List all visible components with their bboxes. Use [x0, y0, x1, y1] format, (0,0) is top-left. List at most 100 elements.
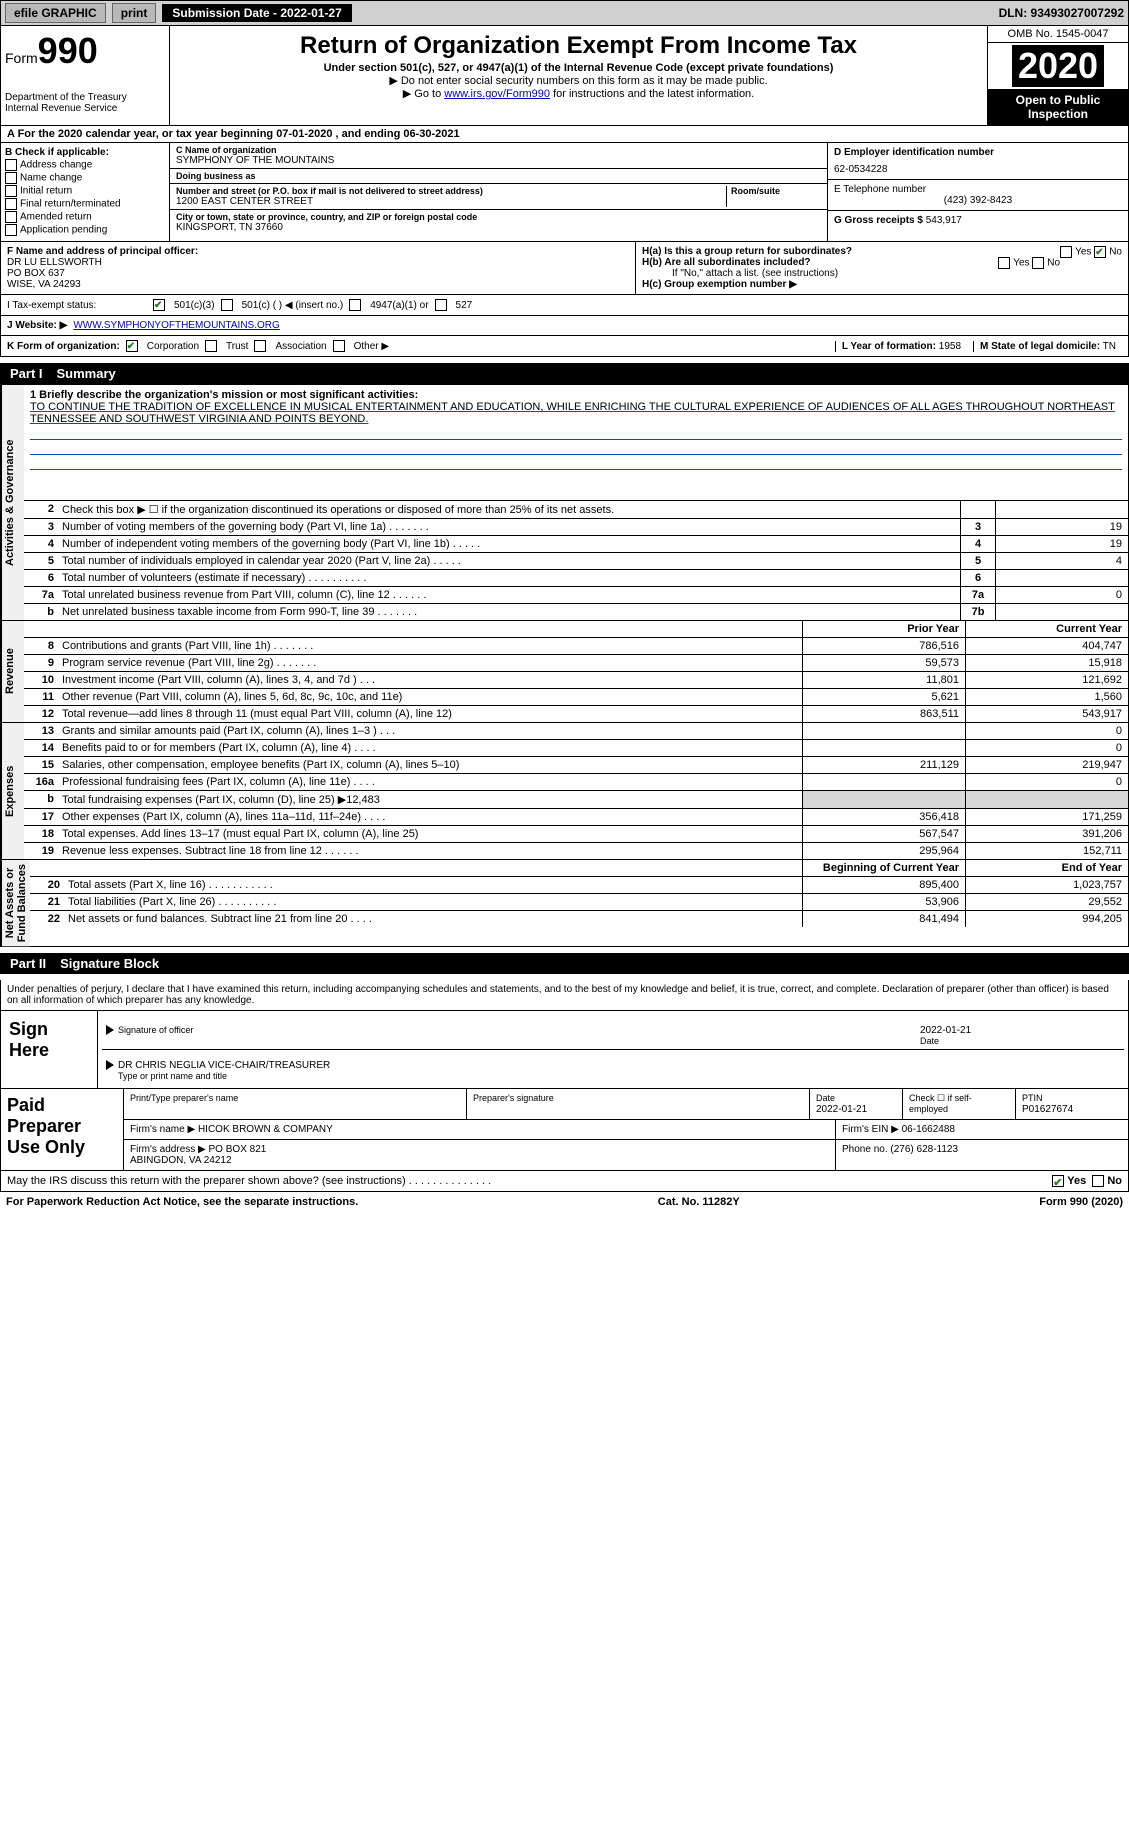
year-formation-label: L Year of formation: [842, 341, 936, 352]
form-header: Form990 Department of the Treasury Inter… [0, 26, 1129, 126]
phone-value: (423) 392-8423 [834, 195, 1122, 206]
governance-section: Activities & Governance 1 Briefly descri… [0, 384, 1129, 621]
chk-name-change[interactable]: Name change [5, 172, 165, 184]
opt-501c3: 501(c)(3) [174, 300, 215, 311]
current-year-header: Current Year [965, 621, 1128, 637]
dba-label: Doing business as [176, 171, 821, 181]
form-number: 990 [38, 30, 98, 71]
opt-trust: Trust [226, 341, 248, 352]
efile-label: efile GRAPHIC [5, 3, 106, 23]
prep-date: 2022-01-21 [816, 1104, 867, 1115]
sig-date: 2022-01-21 [920, 1025, 971, 1036]
part2-label: Part II [10, 956, 46, 971]
col-de: D Employer identification number 62-0534… [828, 143, 1128, 241]
note2-pre: ▶ Go to [403, 88, 444, 100]
revenue-section: Revenue Prior Year Current Year 8Contrib… [0, 621, 1129, 723]
top-toolbar: efile GRAPHIC print Submission Date - 20… [0, 0, 1129, 26]
hc-label: H(c) Group exemption number ▶ [642, 279, 797, 290]
tax-year: 2020 [1012, 45, 1104, 87]
mission-block: 1 Briefly describe the organization's mi… [24, 385, 1128, 501]
domicile-label: M State of legal domicile: [980, 341, 1100, 352]
discuss-question: May the IRS discuss this return with the… [7, 1175, 1052, 1187]
row-fh: F Name and address of principal officer:… [0, 242, 1129, 295]
arrow-icon [106, 1025, 114, 1035]
row-j: J Website: ▶ WWW.SYMPHONYOFTHEMOUNTAINS.… [0, 316, 1129, 336]
table-row: 21Total liabilities (Part X, line 26) . … [30, 894, 1128, 911]
opt-other: Other ▶ [354, 341, 389, 352]
discuss-yes-chk [1052, 1175, 1064, 1187]
row-i: I Tax-exempt status: 501(c)(3) 501(c) ( … [0, 295, 1129, 316]
ha-label: H(a) Is this a group return for subordin… [642, 246, 852, 257]
open-to-public: Open to Public Inspection [988, 89, 1128, 125]
na-end-header: End of Year [965, 860, 1128, 876]
hb-no[interactable]: No [1047, 258, 1060, 269]
firm-name-label: Firm's name ▶ [130, 1124, 195, 1135]
hb-label: H(b) Are all subordinates included? [642, 257, 811, 268]
hb-row: H(b) Are all subordinates included? Yes … [642, 257, 1122, 268]
table-row: 5Total number of individuals employed in… [24, 553, 1128, 570]
opt-527: 527 [456, 300, 473, 311]
table-row: 10Investment income (Part VIII, column (… [24, 672, 1128, 689]
ein-label: D Employer identification number [834, 147, 1122, 158]
mission-label: 1 Briefly describe the organization's mi… [30, 389, 418, 401]
website-link[interactable]: WWW.SYMPHONYOFTHEMOUNTAINS.ORG [73, 320, 279, 331]
firm-phone-label: Phone no. [842, 1144, 888, 1155]
year-formation: 1958 [939, 341, 961, 352]
table-row: 3Number of voting members of the governi… [24, 519, 1128, 536]
footer-left: For Paperwork Reduction Act Notice, see … [6, 1196, 358, 1208]
hb-yes[interactable]: Yes [1013, 258, 1029, 269]
footer-mid: Cat. No. 11282Y [658, 1196, 740, 1208]
form-org-label: K Form of organization: [7, 341, 120, 352]
prep-name-label: Print/Type preparer's name [130, 1093, 238, 1103]
officer-label: F Name and address of principal officer: [7, 246, 629, 257]
chk-501c3 [153, 299, 165, 311]
note2-post: for instructions and the latest informat… [550, 88, 754, 100]
form-id-box: Form990 Department of the Treasury Inter… [1, 26, 170, 125]
ha-no[interactable]: No [1109, 247, 1122, 258]
opt-501c: 501(c) ( ) ◀ (insert no.) [242, 300, 344, 311]
irs-link[interactable]: www.irs.gov/Form990 [444, 88, 550, 100]
org-name: SYMPHONY OF THE MOUNTAINS [176, 155, 821, 166]
city-value: KINGSPORT, TN 37660 [176, 222, 821, 233]
rev-col-headers: Prior Year Current Year [24, 621, 1128, 638]
sign-here-label: Sign Here [1, 1011, 98, 1088]
form-label: Form [5, 50, 38, 66]
gross-value: 543,917 [926, 215, 962, 226]
table-row: 16aProfessional fundraising fees (Part I… [24, 774, 1128, 791]
row-a-period: A For the 2020 calendar year, or tax yea… [0, 126, 1129, 143]
discuss-no: No [1107, 1175, 1122, 1187]
prep-sig-label: Preparer's signature [473, 1093, 554, 1103]
opt-assoc: Association [275, 341, 326, 352]
firm-name: HICOK BROWN & COMPANY [198, 1124, 333, 1135]
firm-ein: 06-1662488 [902, 1124, 955, 1135]
footer: For Paperwork Reduction Act Notice, see … [0, 1192, 1129, 1212]
part1-header: Part I Summary [0, 363, 1129, 384]
table-row: 8Contributions and grants (Part VIII, li… [24, 638, 1128, 655]
chk-pending[interactable]: Application pending [5, 224, 165, 236]
prep-date-label: Date [816, 1093, 835, 1103]
paid-preparer-label: Paid Preparer Use Only [1, 1089, 124, 1170]
table-row: 13Grants and similar amounts paid (Part … [24, 723, 1128, 740]
addr-value: 1200 EAST CENTER STREET [176, 196, 726, 207]
part2-title: Signature Block [60, 956, 159, 971]
table-row: 12Total revenue—add lines 8 through 11 (… [24, 706, 1128, 722]
dept-label: Department of the Treasury Internal Reve… [5, 92, 165, 114]
table-row: 15Salaries, other compensation, employee… [24, 757, 1128, 774]
sig-date-label: Date [920, 1036, 939, 1046]
chk-address-change[interactable]: Address change [5, 159, 165, 171]
chk-initial-return[interactable]: Initial return [5, 185, 165, 197]
entity-info: B Check if applicable: Address change Na… [0, 143, 1129, 242]
addr-label: Number and street (or P.O. box if mail i… [176, 186, 726, 196]
ptin-label: PTIN [1022, 1093, 1043, 1103]
row-k: K Form of organization: Corporation Trus… [0, 336, 1129, 357]
part1-label: Part I [10, 366, 43, 381]
expenses-section: Expenses 13Grants and similar amounts pa… [0, 723, 1129, 860]
firm-ein-label: Firm's EIN ▶ [842, 1124, 899, 1135]
ha-yes[interactable]: Yes [1075, 247, 1091, 258]
table-row: 2Check this box ▶ ☐ if the organization … [24, 501, 1128, 519]
print-button[interactable]: print [112, 3, 157, 23]
ha-row: H(a) Is this a group return for subordin… [642, 246, 1122, 257]
chk-amended[interactable]: Amended return [5, 211, 165, 223]
table-row: 6Total number of volunteers (estimate if… [24, 570, 1128, 587]
chk-final-return[interactable]: Final return/terminated [5, 198, 165, 210]
